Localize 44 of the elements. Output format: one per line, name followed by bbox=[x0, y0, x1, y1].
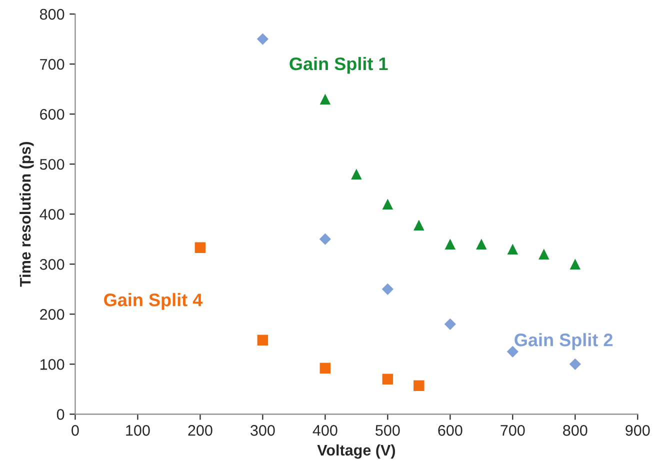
point bbox=[506, 346, 518, 358]
point bbox=[320, 94, 331, 104]
point bbox=[382, 374, 394, 385]
series-label: Gain Split 2 bbox=[514, 333, 613, 350]
x-tick-label: 700 bbox=[500, 425, 525, 436]
point bbox=[569, 358, 581, 370]
y-axis-title: Time resolution (ps) bbox=[20, 142, 34, 287]
y-tick-label: 100 bbox=[40, 359, 64, 370]
point bbox=[382, 283, 394, 295]
x-tick-label: 400 bbox=[312, 425, 338, 436]
x-tick-label: 0 bbox=[72, 425, 79, 436]
y-tick-label: 300 bbox=[40, 258, 64, 270]
x-tick-label: 500 bbox=[376, 425, 400, 436]
point bbox=[320, 362, 331, 374]
point bbox=[444, 318, 456, 330]
x-tick-label: 800 bbox=[563, 425, 588, 436]
point bbox=[257, 334, 268, 346]
x-tick-label: 900 bbox=[626, 425, 650, 436]
point bbox=[507, 244, 518, 254]
x-axis-title: Voltage (V) bbox=[317, 444, 396, 459]
point bbox=[319, 233, 331, 245]
x-tick-label: 300 bbox=[250, 425, 275, 436]
series-label: Gain Split 1 bbox=[290, 56, 388, 74]
point bbox=[414, 220, 424, 230]
point bbox=[444, 238, 456, 250]
point bbox=[570, 258, 581, 270]
text: Gain Split 4 bbox=[104, 293, 203, 310]
y-tick-label: 500 bbox=[40, 158, 64, 170]
point bbox=[351, 168, 362, 180]
y-tick-label: 0 bbox=[56, 409, 64, 420]
y-tick-label: 800 bbox=[40, 8, 64, 20]
point bbox=[414, 380, 424, 392]
x-tick-label: 200 bbox=[188, 425, 212, 436]
y-tick-label: 600 bbox=[40, 108, 64, 120]
point bbox=[538, 248, 550, 260]
point bbox=[476, 238, 487, 250]
y-tick-label: 400 bbox=[40, 208, 64, 220]
point bbox=[382, 198, 394, 210]
y-tick-label: 700 bbox=[40, 58, 64, 70]
x-tick-label: 100 bbox=[126, 425, 150, 436]
y-tick-label: 200 bbox=[40, 309, 64, 320]
point bbox=[194, 242, 206, 253]
x-tick-label: 600 bbox=[438, 425, 462, 436]
point bbox=[256, 33, 268, 45]
